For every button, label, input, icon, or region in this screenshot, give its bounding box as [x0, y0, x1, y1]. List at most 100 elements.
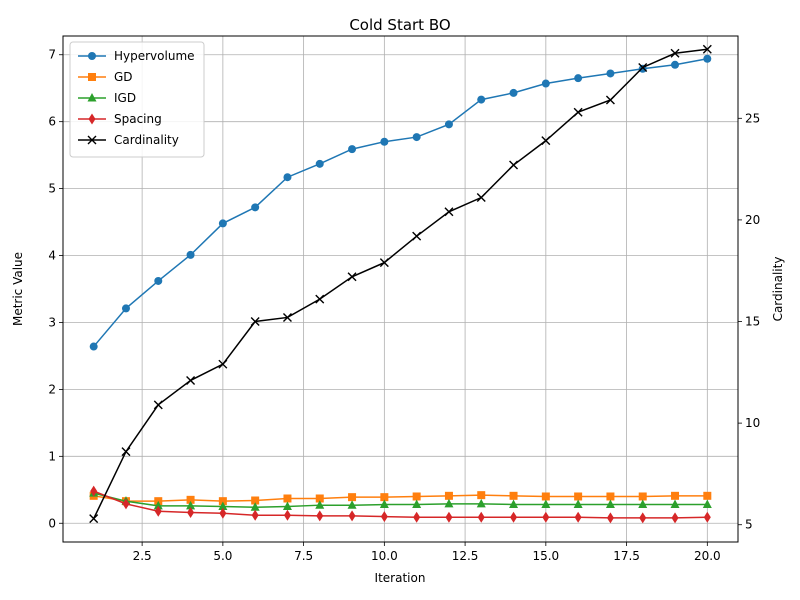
legend: Hypervolume GD IGD Spacing Cardinality [69, 41, 205, 158]
data-point-hypervolume [574, 74, 583, 83]
data-point-cardinality [573, 107, 583, 117]
data-point-spacing [606, 512, 614, 524]
x-tick-label: 10.0 [371, 549, 398, 563]
legend-label-cardinality: Cardinality [114, 133, 179, 147]
data-point-hypervolume [509, 88, 518, 97]
plot-series [89, 44, 712, 524]
data-point-spacing [477, 511, 485, 523]
data-point-igd [379, 499, 389, 509]
data-point-cardinality [89, 514, 99, 524]
data-point-hypervolume [380, 137, 389, 146]
y-tick-label: 2 [48, 382, 56, 396]
data-point-hypervolume [348, 145, 357, 154]
data-point-gd [606, 492, 615, 501]
data-point-cardinality [282, 312, 292, 322]
data-point-igd [186, 500, 196, 510]
data-point-igd [412, 499, 422, 509]
data-point-igd [282, 501, 292, 511]
data-point-spacing [251, 509, 259, 521]
data-point-cardinality [121, 447, 131, 457]
y2-tick-label: 20 [745, 213, 760, 227]
series-spacing [90, 485, 711, 524]
data-point-gd [315, 494, 324, 503]
data-point-spacing [154, 505, 162, 517]
series-hypervolume [89, 54, 712, 351]
series-line-spacing [93, 490, 708, 519]
data-point-igd [218, 501, 228, 511]
legend-item-hypervolume: Hypervolume [78, 49, 195, 63]
data-point-igd [702, 499, 712, 509]
data-point-spacing [413, 511, 421, 523]
data-point-igd [444, 498, 454, 508]
x-tick-label: 17.5 [613, 549, 640, 563]
data-point-hypervolume [444, 120, 453, 129]
data-point-gd [412, 492, 421, 501]
data-point-cardinality [509, 160, 519, 170]
series-line-hypervolume [93, 58, 708, 348]
legend-item-spacing: Spacing [78, 112, 162, 126]
y-tick-label: 3 [48, 315, 56, 329]
legend-item-igd: IGD [78, 91, 136, 105]
data-point-cardinality [347, 272, 357, 282]
legend-item-gd: GD [78, 70, 133, 84]
data-point-spacing [219, 507, 227, 519]
data-point-spacing [703, 511, 711, 523]
data-point-hypervolume [186, 250, 195, 259]
series-line-gd [93, 494, 708, 502]
y2-tick-label: 10 [745, 416, 760, 430]
x-tick-label: 12.5 [452, 549, 479, 563]
data-point-cardinality [638, 63, 648, 72]
data-point-hypervolume [218, 219, 227, 228]
data-point-cardinality [315, 294, 325, 304]
data-point-cardinality [153, 400, 163, 410]
y2-tick-label: 25 [745, 111, 760, 125]
data-point-spacing [122, 498, 130, 510]
data-point-igd [509, 499, 519, 509]
data-point-gd [703, 491, 712, 500]
legend-marker-igd [87, 93, 97, 102]
legend-label-hypervolume: Hypervolume [114, 49, 195, 63]
data-point-hypervolume [477, 95, 486, 104]
x-tick-label: 7.5 [294, 549, 313, 563]
x-tick-label: 2.5 [133, 549, 152, 563]
data-point-cardinality [541, 136, 551, 146]
data-point-gd [186, 495, 195, 504]
series-line-cardinality [93, 48, 708, 519]
data-point-hypervolume [89, 342, 98, 351]
data-point-spacing [348, 510, 356, 522]
y2-tick-label: 15 [745, 315, 760, 329]
data-point-hypervolume [154, 276, 163, 285]
data-point-gd [541, 492, 550, 501]
data-point-gd [638, 492, 647, 501]
data-point-spacing [542, 511, 550, 523]
data-point-hypervolume [541, 79, 550, 88]
data-point-cardinality [379, 258, 389, 268]
data-point-gd [218, 497, 227, 506]
y-tick-label: 4 [48, 249, 56, 263]
data-point-cardinality [605, 95, 615, 105]
legend-marker-spacing [88, 113, 96, 125]
data-point-igd [541, 499, 551, 509]
x-tick-label: 20.0 [694, 549, 721, 563]
data-point-gd [283, 494, 292, 503]
data-point-cardinality [444, 207, 454, 217]
series-igd [89, 488, 712, 511]
data-point-cardinality [476, 193, 486, 203]
y2-tick-label: 5 [745, 518, 753, 532]
data-point-spacing [510, 511, 518, 523]
data-point-gd [671, 491, 680, 500]
data-point-cardinality [670, 48, 680, 58]
data-point-spacing [90, 485, 98, 497]
data-point-gd [574, 492, 583, 501]
series-cardinality [89, 44, 712, 524]
series-gd [89, 491, 712, 506]
data-point-igd [638, 499, 648, 509]
data-point-cardinality [186, 375, 196, 385]
data-point-gd [477, 491, 486, 500]
data-point-igd [605, 499, 615, 509]
data-point-gd [251, 496, 260, 505]
legend-marker-cardinality [87, 135, 97, 145]
data-point-spacing [671, 512, 679, 524]
